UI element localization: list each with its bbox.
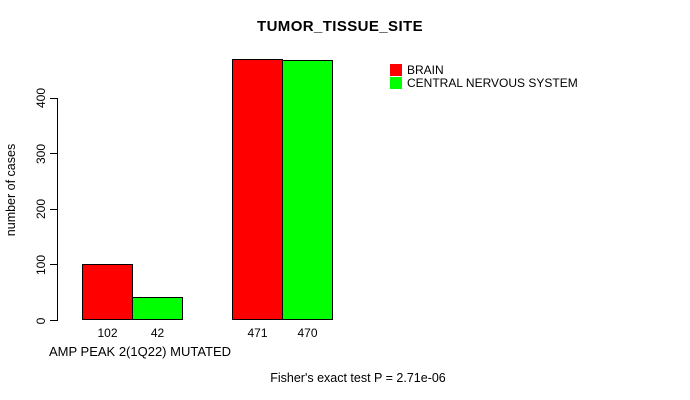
- y-tick-label: 300: [34, 143, 48, 164]
- bar-value-label: 102: [97, 326, 118, 340]
- bar-value-label: 470: [297, 326, 318, 340]
- legend-swatch: [390, 77, 402, 90]
- chart-title: TUMOR_TISSUE_SITE: [257, 18, 423, 35]
- fisher-test-note: Fisher's exact test P = 2.71e-06: [270, 371, 446, 385]
- legend-label: CENTRAL NERVOUS SYSTEM: [407, 76, 578, 91]
- y-tick-mark: [50, 264, 57, 266]
- legend-swatch: [390, 63, 402, 76]
- bar-central-nervous-system-group1: [132, 297, 183, 321]
- legend-item: BRAIN: [390, 63, 578, 77]
- bar-brain-group2: [232, 59, 283, 321]
- y-tick-mark: [50, 320, 57, 321]
- y-tick-mark: [50, 153, 57, 155]
- y-tick-mark: [50, 208, 57, 210]
- y-axis-line: [57, 98, 58, 322]
- legend-item: CENTRAL NERVOUS SYSTEM: [390, 76, 578, 91]
- y-tick-label: 0: [34, 317, 48, 324]
- y-tick-label: 200: [34, 199, 48, 220]
- y-axis-title: number of cases: [4, 143, 18, 237]
- bar-brain-group1: [82, 263, 133, 321]
- bar-value-label: 42: [150, 326, 165, 340]
- y-tick-label: 400: [34, 88, 48, 109]
- bar-value-label: 471: [247, 326, 268, 340]
- y-tick-label: 100: [34, 254, 48, 275]
- legend-label: BRAIN: [407, 62, 444, 77]
- x-axis-group-label: AMP PEAK 2(1Q22) MUTATED: [48, 344, 232, 359]
- legend: BRAIN CENTRAL NERVOUS SYSTEM: [390, 63, 578, 90]
- bar-central-nervous-system-group2: [282, 59, 333, 321]
- y-tick-mark: [50, 97, 57, 99]
